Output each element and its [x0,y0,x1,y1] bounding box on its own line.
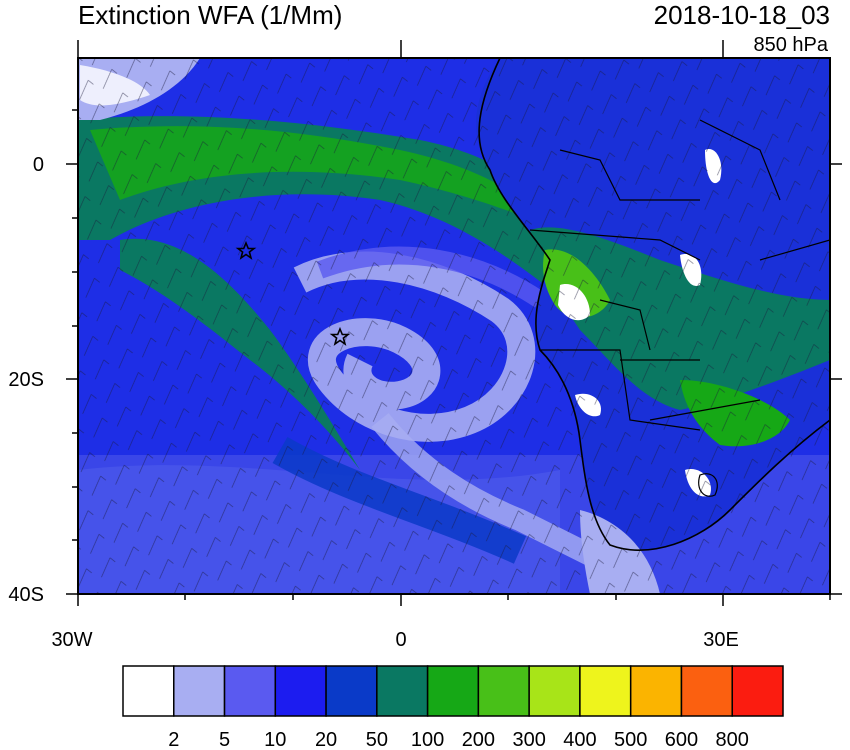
colorbar-label: 2 [168,729,179,750]
lon-tick-label: 0 [395,629,406,651]
colorbar-swatch [477,665,530,717]
site-marker-2 [329,326,351,346]
pressure-level-label: 850 hPa [753,34,828,56]
map-title: Extinction WFA (1/Mm) [78,0,343,30]
lat-tick-label: 0 [33,154,44,176]
site-marker-1 [235,240,257,260]
colorbar-swatch [173,665,226,717]
colorbar-swatch [629,665,683,717]
extinction-field [78,58,830,594]
colorbar-label: 500 [614,729,647,750]
lon-tick-label: 30E [703,629,739,651]
lat-tick-label: 40S [8,584,44,606]
colorbar-label: 20 [315,729,337,750]
colorbar-swatch [528,665,581,717]
colorbar-swatch [376,665,429,717]
colorbar-label: 50 [366,729,388,750]
colorbar-label: 5 [219,729,230,750]
colorbar-swatch [426,665,480,717]
colorbar-label: 300 [512,729,545,750]
colorbar-label: 100 [411,729,444,750]
colorbar-swatch [579,665,632,717]
axis-ticks [66,40,842,606]
datetime-label: 2018-10-18_03 [653,0,830,30]
colorbar-swatch [274,665,327,717]
colorbar-swatch [325,665,378,717]
colorbar-label: 10 [264,729,286,750]
colorbar-swatch [223,665,277,717]
colorbar: 2 5 10 20 50 100 200 300 400 500 600 800 [122,665,784,750]
lat-tick-label: 20S [8,369,44,391]
lon-tick-label: 30W [51,629,92,651]
colorbar-label: 600 [665,729,698,750]
colorbar-label: 400 [563,729,596,750]
colorbar-swatch [680,665,733,717]
colorbar-label: 200 [462,729,495,750]
colorbar-label: 800 [716,729,749,750]
colorbar-swatch [122,665,175,717]
colorbar-swatch [731,665,784,717]
